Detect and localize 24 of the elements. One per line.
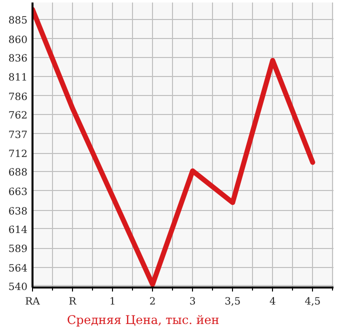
- y-tick-label: 836: [8, 53, 28, 64]
- x-tick-label: 2: [149, 296, 156, 308]
- y-tick-label: 786: [8, 92, 28, 103]
- x-tick-label: 1: [109, 296, 116, 308]
- y-tick-label: 860: [8, 34, 28, 46]
- y-tick-label: 638: [8, 206, 28, 218]
- x-tick-label: 4: [269, 296, 276, 308]
- y-tick-label: 688: [8, 168, 28, 179]
- y-tick-label: 564: [8, 263, 28, 274]
- y-tick-label: 589: [8, 244, 28, 256]
- x-tick-label: 3,5: [224, 296, 241, 308]
- x-tick-label: 4,5: [304, 296, 321, 308]
- y-tick-label: 663: [8, 186, 28, 198]
- y-tick-label: 712: [8, 149, 28, 160]
- x-tick-label: 3: [189, 296, 196, 308]
- y-tick-label: 540: [8, 282, 28, 293]
- y-tick-label: 811: [8, 72, 28, 84]
- y-tick-label: 885: [8, 15, 28, 26]
- y-tick-label: 614: [8, 224, 28, 236]
- x-tick-label: RA: [25, 296, 41, 308]
- y-tick-label: 762: [8, 110, 28, 122]
- text: Средняя Цена, тыс. йен: [67, 313, 220, 327]
- y-tick-label: 737: [8, 130, 28, 141]
- x-tick-label: R: [68, 296, 77, 308]
